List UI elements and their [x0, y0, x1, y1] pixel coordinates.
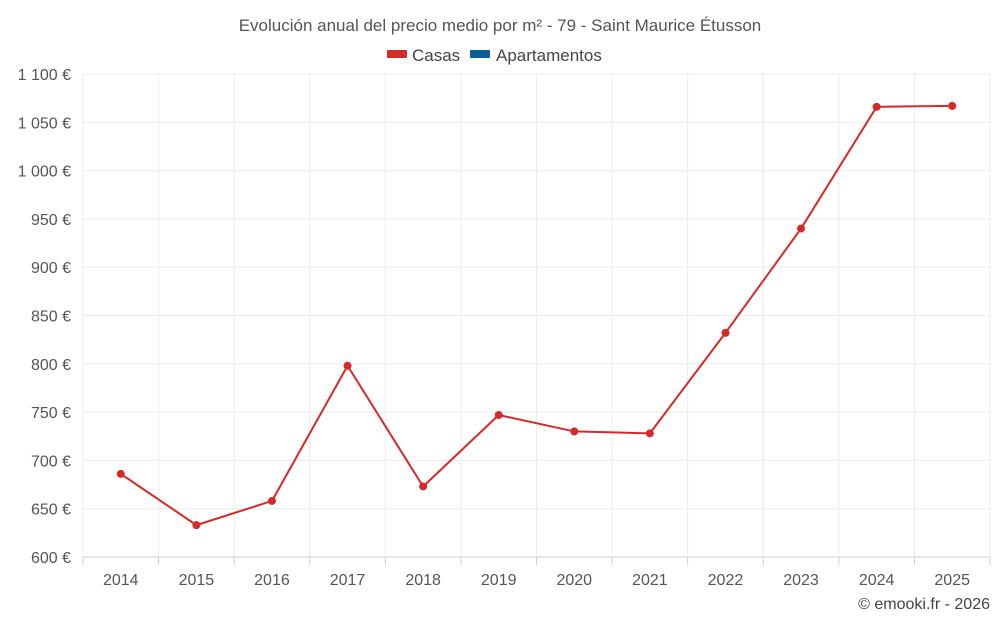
- y-tick-label: 650 €: [31, 502, 71, 519]
- x-tick-label: 2022: [708, 572, 744, 589]
- y-tick-label: 700 €: [31, 453, 71, 470]
- data-point-casas[interactable]: [494, 410, 503, 419]
- y-tick-label: 850 €: [31, 309, 71, 326]
- y-tick-label: 750 €: [31, 405, 71, 422]
- x-tick-label: 2021: [632, 572, 668, 589]
- x-tick-label: 2018: [405, 572, 441, 589]
- x-tick-label: 2017: [330, 572, 366, 589]
- data-point-casas[interactable]: [343, 361, 352, 370]
- x-tick-label: 2024: [859, 572, 895, 589]
- legend-item-apartamentos[interactable]: Apartamentos: [470, 46, 602, 65]
- y-tick-label: 950 €: [31, 212, 71, 229]
- grid: [82, 73, 991, 558]
- data-point-casas[interactable]: [570, 427, 579, 436]
- x-tick-label: 2020: [556, 572, 592, 589]
- y-tick-label: 1 100 €: [18, 67, 71, 84]
- data-point-casas[interactable]: [267, 496, 276, 505]
- x-tick-label: 2015: [179, 572, 215, 589]
- legend-label-casas[interactable]: Casas: [412, 46, 460, 65]
- x-tick-label: 2019: [481, 572, 517, 589]
- data-point-casas[interactable]: [797, 224, 806, 233]
- x-tick-label: 2014: [103, 572, 139, 589]
- legend[interactable]: Casas Apartamentos: [387, 46, 602, 65]
- y-tick-label: 1 050 €: [18, 115, 71, 132]
- y-tick-label: 800 €: [31, 357, 71, 374]
- data-point-casas[interactable]: [872, 102, 881, 111]
- y-tick-label: 1 000 €: [18, 164, 71, 181]
- data-point-casas[interactable]: [721, 328, 730, 337]
- legend-label-apartamentos[interactable]: Apartamentos: [496, 46, 602, 65]
- y-tick-label: 600 €: [31, 550, 71, 567]
- y-tick-label: 900 €: [31, 260, 71, 277]
- x-tick-label: 2023: [783, 572, 819, 589]
- legend-swatch-apartamentos: [470, 50, 490, 58]
- series-line-casas: [120, 104, 953, 527]
- chart-title: Evolución anual del precio medio por m² …: [239, 16, 762, 35]
- data-point-casas[interactable]: [116, 469, 125, 478]
- x-tick-label: 2016: [254, 572, 290, 589]
- x-axis: 2014 2015 2016 2017 2018 2019 2020 2021 2022 2023…: [82, 557, 991, 589]
- series-casas: [116, 101, 957, 530]
- x-tick-label: 2025: [934, 572, 970, 589]
- data-point-casas[interactable]: [645, 429, 654, 438]
- legend-item-casas[interactable]: Casas: [387, 46, 460, 65]
- data-point-casas[interactable]: [192, 521, 201, 530]
- data-point-casas[interactable]: [419, 482, 428, 491]
- legend-swatch-casas: [387, 50, 407, 58]
- y-axis: 600 € 650 € 700 € 750 € 800 € 850 € 900 € 950 €…: [18, 67, 71, 567]
- data-point-casas[interactable]: [948, 101, 957, 110]
- credit-text: © emooki.fr - 2026: [858, 596, 990, 613]
